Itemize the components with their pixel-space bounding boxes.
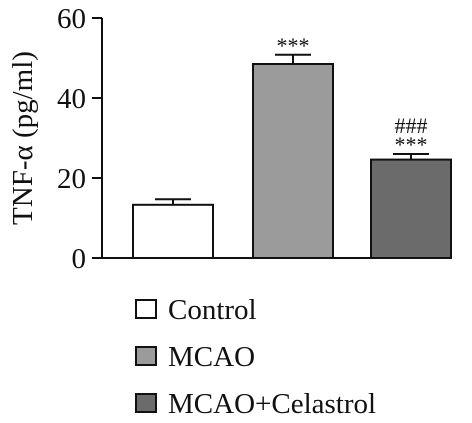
y-tick-label-40: 40 bbox=[57, 83, 86, 115]
legend-swatch-mcao-celastrol bbox=[135, 393, 157, 413]
significance-mcao-celastrol-1: ### bbox=[395, 113, 428, 138]
legend: Control MCAO MCAO+Celastrol bbox=[135, 294, 376, 420]
legend-label-control: Control bbox=[168, 294, 257, 326]
legend-swatch-mcao bbox=[135, 346, 157, 366]
legend-label-mcao: MCAO bbox=[168, 341, 255, 373]
error-bars bbox=[155, 53, 429, 205]
bar-control bbox=[132, 203, 214, 260]
bar-mcao-celastrol bbox=[370, 158, 452, 260]
y-ticks: 0 20 40 60 bbox=[57, 3, 102, 275]
y-tick-label-0: 0 bbox=[72, 243, 87, 275]
significance-mcao-1: *** bbox=[277, 33, 310, 58]
significance-annotations: ***###*** bbox=[277, 33, 428, 157]
legend-label-mcao-celastrol: MCAO+Celastrol bbox=[168, 388, 376, 420]
y-tick-label-60: 60 bbox=[57, 3, 86, 35]
bars bbox=[132, 63, 452, 260]
significance-mcao-celastrol-2: *** bbox=[395, 132, 428, 157]
bar-mcao bbox=[252, 63, 334, 259]
y-axis-label: TNF-α (pg/ml) bbox=[7, 51, 39, 225]
y-tick-label-20: 20 bbox=[57, 163, 86, 195]
legend-swatch-control bbox=[135, 299, 157, 319]
